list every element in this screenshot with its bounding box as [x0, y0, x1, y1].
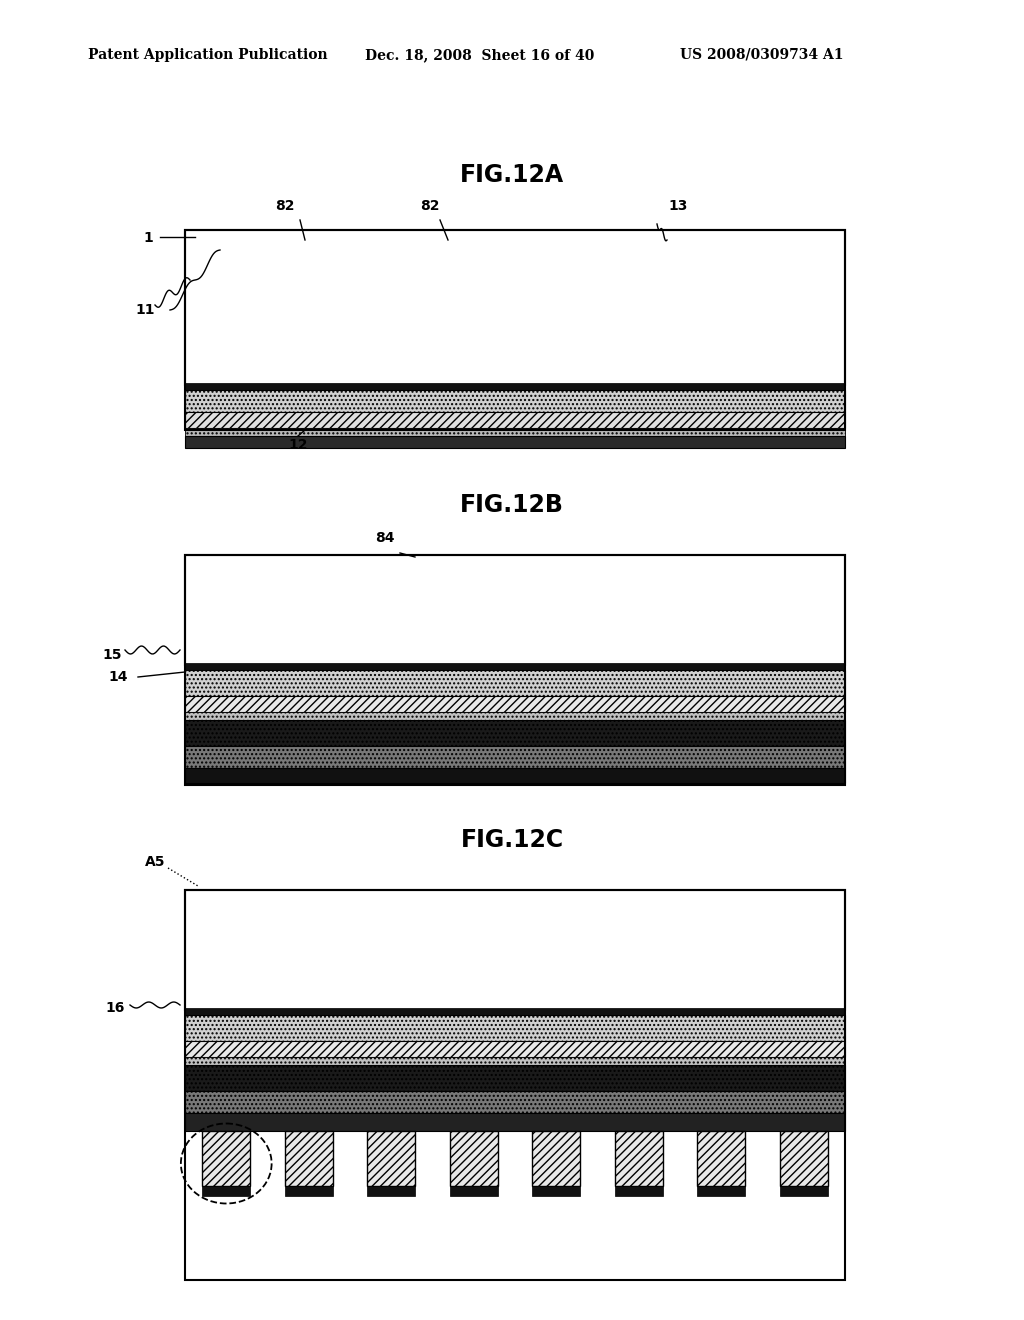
Bar [203, 1131, 250, 1185]
Text: US 2008/0309734 A1: US 2008/0309734 A1 [680, 48, 844, 62]
Bar [185, 719, 845, 746]
Bar [185, 1041, 845, 1057]
Text: 1: 1 [143, 231, 153, 246]
Bar [450, 1131, 498, 1185]
Text: FIG.12B: FIG.12B [460, 492, 564, 517]
Bar [185, 1008, 845, 1015]
Bar [185, 746, 845, 768]
Text: 14: 14 [109, 671, 128, 684]
Bar [185, 890, 845, 1280]
Bar [780, 1131, 827, 1185]
Bar [532, 1131, 581, 1185]
Bar [203, 1185, 250, 1196]
Bar [185, 890, 845, 1010]
Bar [185, 1065, 845, 1092]
Text: FIG.12C: FIG.12C [461, 828, 563, 851]
Text: 13: 13 [668, 199, 687, 213]
Text: Patent Application Publication: Patent Application Publication [88, 48, 328, 62]
Text: 12: 12 [288, 438, 308, 451]
Bar [185, 428, 845, 436]
Text: 15: 15 [102, 648, 122, 663]
Bar [185, 1057, 845, 1065]
Bar [368, 1131, 415, 1185]
Text: FIG.12A: FIG.12A [460, 162, 564, 187]
Text: 82: 82 [420, 199, 439, 213]
Bar [285, 1185, 333, 1196]
Text: 82: 82 [275, 199, 295, 213]
Bar [185, 383, 845, 389]
Bar [185, 1092, 845, 1113]
Bar [532, 1185, 581, 1196]
Bar [368, 1185, 415, 1196]
Bar [614, 1185, 663, 1196]
Text: A5: A5 [144, 855, 165, 869]
Bar [697, 1131, 745, 1185]
Bar [780, 1185, 827, 1196]
Bar [185, 230, 845, 385]
Bar [185, 436, 845, 447]
Bar [185, 671, 845, 696]
Bar [185, 554, 845, 785]
Bar [185, 389, 845, 412]
Bar [285, 1131, 333, 1185]
Bar [185, 1015, 845, 1041]
Bar [697, 1185, 745, 1196]
Bar [185, 663, 845, 671]
Bar [185, 554, 845, 665]
Text: Dec. 18, 2008  Sheet 16 of 40: Dec. 18, 2008 Sheet 16 of 40 [365, 48, 594, 62]
Bar [185, 412, 845, 428]
Text: 84: 84 [375, 531, 394, 545]
Bar [450, 1185, 498, 1196]
Text: 16: 16 [105, 1001, 125, 1015]
Bar [185, 1113, 845, 1131]
Bar [614, 1131, 663, 1185]
Bar [185, 768, 845, 783]
Bar [185, 230, 845, 430]
Bar [185, 696, 845, 711]
Bar [185, 711, 845, 719]
Text: 11: 11 [135, 304, 155, 317]
